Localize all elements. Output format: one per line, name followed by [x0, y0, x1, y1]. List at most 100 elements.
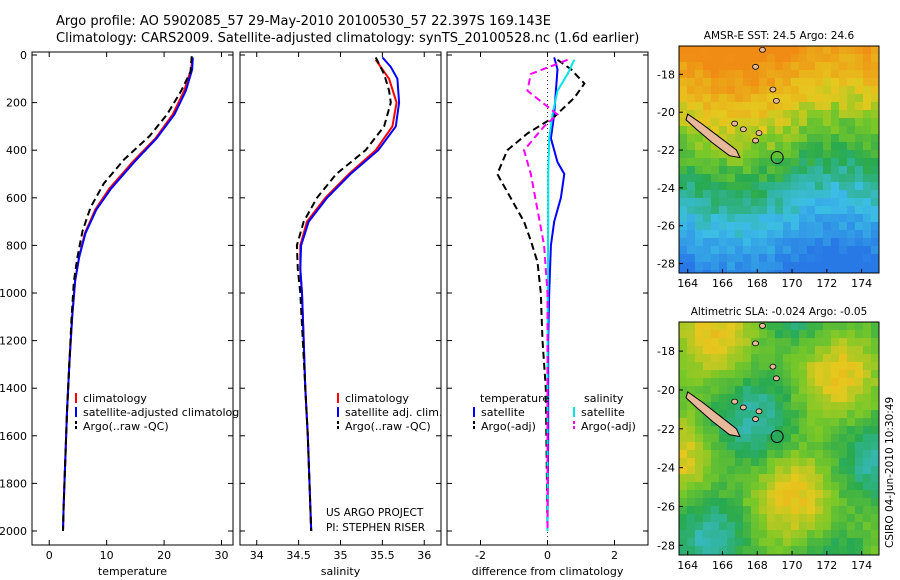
- sla_map-cell: [823, 546, 832, 555]
- sla_map-cell: [831, 370, 840, 379]
- sst_map-cell: [807, 94, 816, 103]
- sla_map-cell: [871, 442, 880, 451]
- sst_map-cell: [767, 158, 776, 167]
- sla_map-cell: [863, 418, 872, 427]
- sla_map-cell: [823, 354, 832, 363]
- sla_map-cell: [679, 498, 688, 507]
- sst_map-cell: [839, 70, 848, 79]
- sla_map-cell: [831, 402, 840, 411]
- sst_map-cell: [695, 62, 704, 71]
- sla_map-cell: [791, 402, 800, 411]
- sst_map-cell: [783, 118, 792, 127]
- sla_map-cell: [863, 402, 872, 411]
- sst_map-cell: [751, 174, 760, 183]
- sst_map-cell: [735, 206, 744, 215]
- sla_map-cell: [871, 322, 880, 331]
- sst_map-cell: [871, 118, 880, 127]
- sst_map-cell: [735, 142, 744, 151]
- sst_map-cell: [823, 134, 832, 143]
- sla_map-cell: [703, 458, 712, 467]
- sla_map-cell: [855, 474, 864, 483]
- sst_map-cell: [775, 102, 784, 111]
- sla_map-cell: [767, 498, 776, 507]
- sst_map-cell: [711, 86, 720, 95]
- sst_map-cell: [679, 86, 688, 95]
- sla_map-cell: [839, 410, 848, 419]
- sla_map-cell: [719, 490, 728, 499]
- sst_map-cell: [815, 206, 824, 215]
- sst_map-cell: [855, 182, 864, 191]
- sst_map-cell: [687, 46, 696, 55]
- sla_map-cell: [767, 338, 776, 347]
- sst_map-cell: [727, 222, 736, 231]
- sst_map-cell: [799, 142, 808, 151]
- sst_map-cell: [711, 206, 720, 215]
- sla_map-cell: [695, 450, 704, 459]
- sst_map-cell: [847, 206, 856, 215]
- sla_map-cell: [687, 426, 696, 435]
- sst_map-cell: [855, 230, 864, 239]
- sst_map-cell: [847, 150, 856, 159]
- sst_map-cell: [871, 182, 880, 191]
- sla_map-cell: [839, 522, 848, 531]
- sst_map-cell: [759, 182, 768, 191]
- sst_map-cell: [767, 182, 776, 191]
- sst_map-cell: [855, 190, 864, 199]
- sst_map-cell: [735, 126, 744, 135]
- sla_map-cell: [871, 506, 880, 515]
- sst_map-cell: [783, 94, 792, 103]
- sst_map-cell: [687, 270, 696, 274]
- sla_map-cell: [831, 338, 840, 347]
- sla_map-cell: [847, 402, 856, 411]
- sla_map-cell: [823, 442, 832, 451]
- sla_map-cell: [831, 498, 840, 507]
- sst_map-cell: [799, 54, 808, 63]
- sla_map-cell: [759, 522, 768, 531]
- sla_map-cell: [687, 546, 696, 555]
- sst_map-cell: [871, 222, 880, 231]
- sst_map-cell: [863, 206, 872, 215]
- sst_map-cell: [799, 238, 808, 247]
- sst_map-cell: [863, 254, 872, 263]
- sst-map: 164 166 168 170 172 174-18-20-22-24-26-28AMSR…: [657, 30, 880, 290]
- sla_map-cell: [727, 538, 736, 547]
- sla_map-cell: [847, 490, 856, 499]
- sst_map-cell: [751, 54, 760, 63]
- sla_map-cell: [839, 346, 848, 355]
- sst_map-cell: [839, 94, 848, 103]
- sst_map-cell: [791, 46, 800, 55]
- sst_map-cell: [735, 150, 744, 159]
- sla_map-cell: [679, 354, 688, 363]
- salinity-xlabel: salinity: [321, 565, 361, 578]
- sst_map-cell: [831, 270, 840, 274]
- sst_map-cell: [839, 238, 848, 247]
- sla_map-cell: [815, 506, 824, 515]
- sst_map-cell: [799, 134, 808, 143]
- sla_map-cell: [807, 546, 816, 555]
- sla_map-cell: [831, 522, 840, 531]
- sla_map-cell: [687, 418, 696, 427]
- sla_map-cell: [735, 506, 744, 515]
- sla_map-cell: [823, 402, 832, 411]
- sla_map-cell: [815, 330, 824, 339]
- sla_map-cell: [847, 410, 856, 419]
- sst_map-cell: [679, 102, 688, 111]
- sla_map-cell: [711, 354, 720, 363]
- sla_map-cell: [783, 418, 792, 427]
- sla_map-cell: [847, 322, 856, 331]
- sst_map-ytick-label: -26: [657, 220, 675, 233]
- sst_map-cell: [791, 126, 800, 135]
- sst_map-cell: [727, 54, 736, 63]
- sla_map-cell: [711, 474, 720, 483]
- sst_map-cell: [703, 94, 712, 103]
- diff-legend-header-salinity: salinity: [584, 392, 624, 405]
- sla_map-cell: [767, 370, 776, 379]
- temperature-ytick-label: 200: [6, 97, 27, 110]
- sla_map-cell: [863, 338, 872, 347]
- sst_map-cell: [751, 230, 760, 239]
- sst_map-cell: [815, 222, 824, 231]
- sst_map-cell: [767, 174, 776, 183]
- sla_map-cell: [791, 530, 800, 539]
- sla_map-cell: [703, 522, 712, 531]
- salinity-series-argo-raw-qc-: [295, 56, 392, 532]
